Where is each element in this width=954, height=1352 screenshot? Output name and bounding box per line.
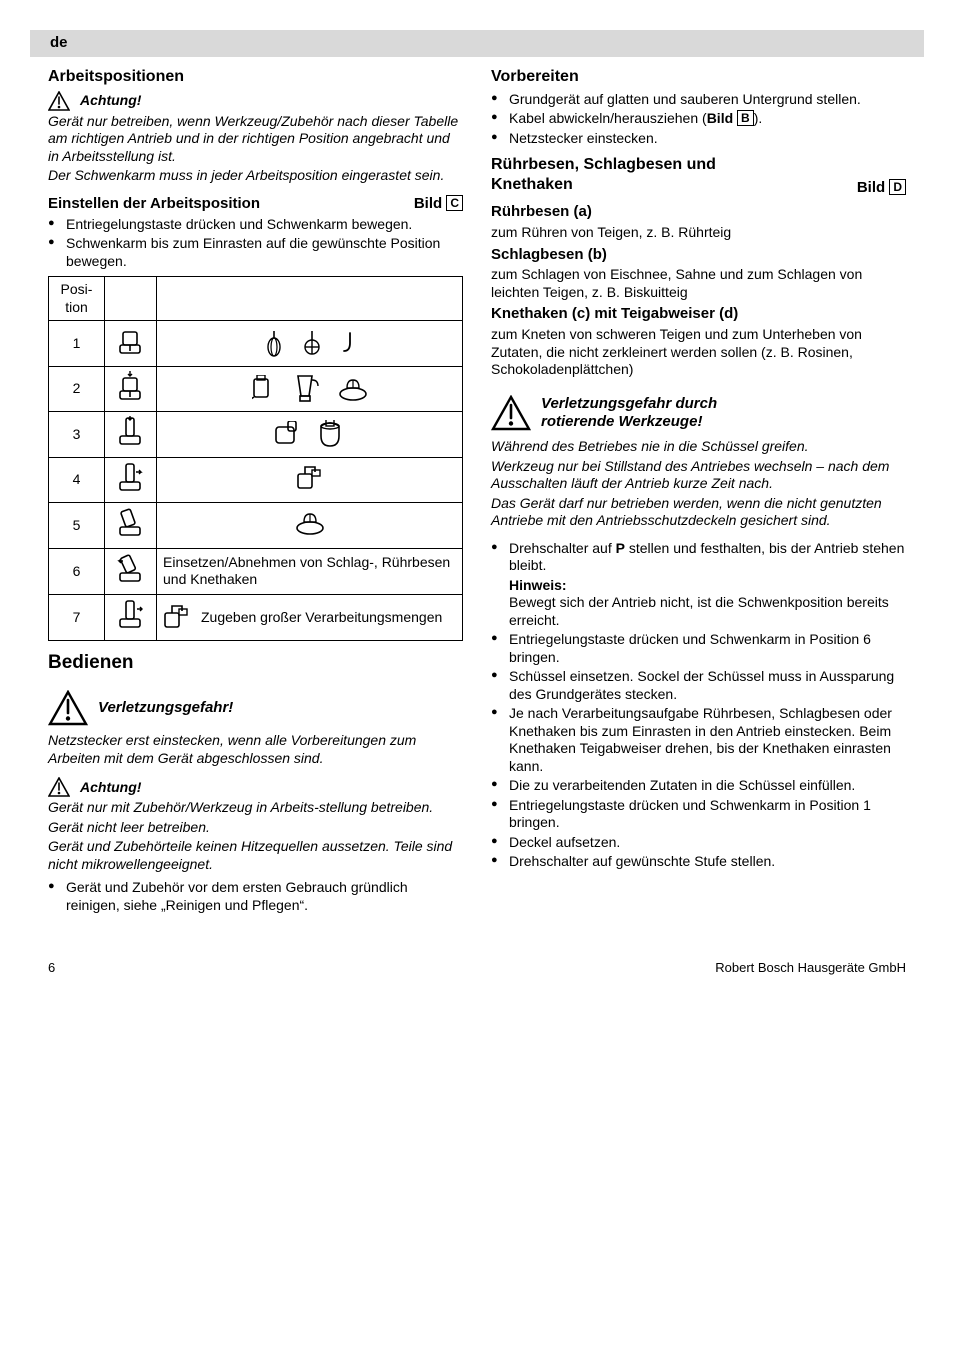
table-row-7-text: Zugeben großer Verarbeitungsmengen xyxy=(201,609,442,627)
achtung-2-label: Achtung! xyxy=(80,779,141,797)
bowl-with-tool-icon xyxy=(318,420,346,448)
arm-down-icon xyxy=(117,325,145,357)
warning-icon xyxy=(48,777,70,797)
table-row: 4 xyxy=(49,457,463,503)
table-row: 1 xyxy=(49,321,463,367)
footer-company: Robert Bosch Hausgeräte GmbH xyxy=(715,960,906,976)
step-4: Je nach Verarbeitungsaufgabe Rührbesen, … xyxy=(491,705,906,775)
warning-icon xyxy=(491,395,531,431)
gefahr-body-3: Das Gerät darf nur betrieben werden, wen… xyxy=(491,495,906,530)
heading-vorbereiten: Vorbereiten xyxy=(491,67,906,87)
achtung-2: Achtung! xyxy=(48,777,463,797)
position-table: Posi- tion 1 2 xyxy=(48,276,463,641)
schlagbesen-b-body: zum Schlagen von Eischnee, Sahne und zum… xyxy=(491,266,906,301)
bild-ref-d: Bild D xyxy=(857,179,906,200)
step-6: Entriegelungstaste drücken und Schwenkar… xyxy=(491,797,906,832)
step-7: Deckel aufsetzen. xyxy=(491,834,906,852)
knethaken-c-head: Knethaken (c) mit Teigabweiser (d) xyxy=(491,305,906,324)
einstellen-step-2: Schwenkarm bis zum Einrasten auf die gew… xyxy=(48,235,463,270)
arm-push-icon xyxy=(117,462,145,494)
gefahr-head-2: rotierende Werkzeuge! xyxy=(541,413,717,432)
table-row: 7 Zugeben großer Verarbeitungsmengen xyxy=(49,595,463,641)
step-8: Drehschalter auf gewünschte Stufe stelle… xyxy=(491,853,906,871)
step-2: Entriegelungstaste drücken und Schwenkar… xyxy=(491,631,906,666)
hinweis-body: Bewegt sich der Antrieb nicht, ist die S… xyxy=(509,594,889,628)
step-5: Die zu verarbeitenden Zutaten in die Sch… xyxy=(491,777,906,795)
heading-rsk: Rührbesen, Schlagbesen und Knethaken xyxy=(491,155,791,195)
language-bar: de xyxy=(30,30,924,57)
hinweis-label: Hinweis: xyxy=(509,577,567,593)
table-row-6-text: Einsetzen/Abnehmen von Schlag-, Rührbese… xyxy=(157,548,463,595)
arm-down-arrow-icon xyxy=(117,371,145,403)
achtung-1-body-2: Der Schwenkarm muss in jeder Arbeitsposi… xyxy=(48,167,463,185)
verletzungsgefahr-label: Verletzungsgefahr! xyxy=(98,699,233,718)
einstellen-step-1: Entriegelungstaste drücken und Schwenkar… xyxy=(48,216,463,234)
arm-vert-icon xyxy=(117,416,145,448)
grinder-icon xyxy=(163,603,191,631)
vorbereiten-step-3: Netzstecker einstecken. xyxy=(491,130,906,148)
table-row: 5 xyxy=(49,503,463,549)
slicer-icon xyxy=(274,421,300,447)
gefahr-body-1: Während des Betriebes nie in die Schüsse… xyxy=(491,438,906,456)
table-row: 6 Einsetzen/Abnehmen von Schlag-, Rührbe… xyxy=(49,548,463,595)
warning-icon xyxy=(48,690,88,726)
achtung-2-body-1: Gerät nur mit Zubehör/Werkzeug in Arbeit… xyxy=(48,799,463,817)
pre-step-1: Gerät und Zubehör vor dem ersten Gebrauc… xyxy=(48,879,463,914)
achtung-2-body-2: Gerät nicht leer betreiben. xyxy=(48,819,463,837)
page-footer: 6 Robert Bosch Hausgeräte GmbH xyxy=(48,960,906,976)
page-number: 6 xyxy=(48,960,55,976)
table-head-position: Posi- tion xyxy=(49,277,105,321)
table-head-row: Posi- tion xyxy=(49,277,463,321)
ruehrbesen-a-body: zum Rühren von Teigen, z. B. Rührteig xyxy=(491,224,906,242)
heading-einstellen: Einstellen der Arbeitsposition xyxy=(48,195,260,214)
verletzungsgefahr-block: Verletzungsgefahr! xyxy=(48,690,463,726)
vorbereiten-step-2: Kabel abwickeln/herausziehen (Bild B). xyxy=(491,110,906,128)
bild-ref-c: Bild C xyxy=(414,195,463,214)
grinder-icon xyxy=(296,464,324,492)
juicer-icon xyxy=(338,376,368,402)
step-3: Schüssel einsetzen. Sockel der Schüssel … xyxy=(491,668,906,703)
whisk-icon xyxy=(264,329,284,357)
achtung-1: Achtung! xyxy=(48,91,463,111)
achtung-2-body-3: Gerät und Zubehörteile keinen Hitzequell… xyxy=(48,838,463,873)
left-column: Arbeitspositionen Achtung! Gerät nur bet… xyxy=(48,65,463,921)
language-code: de xyxy=(50,34,68,51)
gefahr-body-2: Werkzeug nur bei Stillstand des Antriebe… xyxy=(491,458,906,493)
schlagbesen-b-head: Schlagbesen (b) xyxy=(491,246,906,265)
ruehrbesen-a-head: Rührbesen (a) xyxy=(491,203,906,222)
achtung-1-label: Achtung! xyxy=(80,92,141,110)
mixer-block-icon xyxy=(252,375,276,403)
warning-icon xyxy=(48,91,70,111)
vorbereiten-step-1: Grundgerät auf glatten und sauberen Unte… xyxy=(491,91,906,109)
hook-icon xyxy=(340,331,356,355)
achtung-1-body-1: Gerät nur betreiben, wenn Werkzeug/Zubeh… xyxy=(48,113,463,166)
heading-bedienen: Bedienen xyxy=(48,651,463,675)
arm-vert-arrow-icon xyxy=(117,599,145,631)
arm-pull-icon xyxy=(117,553,145,585)
knethaken-c-body: zum Kneten von schweren Teigen und zum U… xyxy=(491,326,906,379)
step-1: Drehschalter auf P stellen und festhalte… xyxy=(491,540,906,630)
table-row: 2 xyxy=(49,366,463,412)
gefahr-head-1: Verletzungsgefahr durch xyxy=(541,395,717,414)
verletzungsgefahr-body: Netzstecker erst einstecken, wenn alle V… xyxy=(48,732,463,767)
arm-up-icon xyxy=(117,507,145,539)
right-column: Vorbereiten Grundgerät auf glatten und s… xyxy=(491,65,906,921)
heading-arbeitspositionen: Arbeitspositionen xyxy=(48,67,463,87)
beater-icon xyxy=(302,329,322,357)
juicer-icon xyxy=(295,510,325,536)
gefahr-rotierend: Verletzungsgefahr durch rotierende Werkz… xyxy=(491,395,906,433)
table-row: 3 xyxy=(49,412,463,458)
blender-icon xyxy=(294,374,320,404)
